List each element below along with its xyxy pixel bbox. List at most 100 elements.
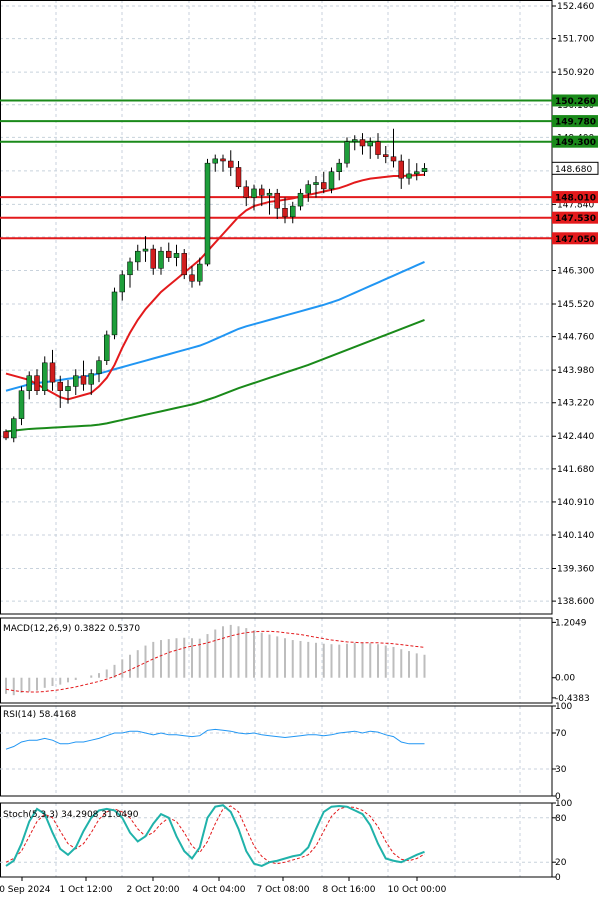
time-axis: 30 Sep 2024 1 Oct 12:00 2 Oct 20:00 4 Oct 0… xyxy=(0,877,447,895)
price-tick-label: 140.910 xyxy=(557,498,594,508)
candle-body xyxy=(26,375,32,391)
macd-label: MACD(12,26,9) 0.3822 0.5370 xyxy=(3,624,140,634)
candle-body xyxy=(421,168,428,172)
candle-body xyxy=(111,291,118,336)
stoch-label: Stoch(5,3,3) 34.2908 31.0490 xyxy=(3,810,139,820)
candle-body xyxy=(274,192,280,209)
candle-body xyxy=(11,418,17,439)
price-tick-label: 151.700 xyxy=(557,35,594,45)
candlesticks xyxy=(3,128,428,443)
time-tick-label: 1 Oct 12:00 xyxy=(60,885,113,895)
candle-body xyxy=(158,250,164,269)
candle-body xyxy=(313,182,319,185)
support-label-bg xyxy=(552,191,598,204)
price-tick-label: 150.920 xyxy=(557,68,594,78)
candle-body xyxy=(321,182,327,190)
candle-body xyxy=(88,373,94,385)
candle-body xyxy=(328,171,335,190)
macd-signal-line xyxy=(5,630,425,693)
resistance-label-bg xyxy=(552,135,598,148)
rsi-tick-label: 30 xyxy=(555,765,567,775)
rsi-line xyxy=(5,728,425,750)
candle-body xyxy=(42,362,48,391)
time-tick-label: 8 Oct 16:00 xyxy=(323,885,376,895)
price-tick-label: 146.300 xyxy=(557,267,594,277)
rsi-border xyxy=(0,705,553,797)
macd-panel: 1.2049 0.00 -0.4383 xyxy=(0,617,590,704)
candle-body xyxy=(212,158,218,164)
candle-body xyxy=(57,381,63,391)
price-tick-label: 143.980 xyxy=(557,366,594,376)
stoch-tick-label: 20 xyxy=(555,858,567,868)
rsi-tick-label: 100 xyxy=(555,702,572,712)
price-tick-label: 152.460 xyxy=(557,2,594,12)
resistance-label-bg xyxy=(552,94,598,107)
macd-tick-label: 0.00 xyxy=(555,674,575,684)
candle-body xyxy=(135,250,141,263)
candle-body xyxy=(344,141,350,164)
stoch-signal-line xyxy=(5,805,425,865)
price-tick-label: 138.600 xyxy=(557,597,594,607)
stoch-tick-label: 0 xyxy=(555,873,561,883)
price-tick-label: 145.520 xyxy=(557,300,594,310)
current-price-label: 148.680 xyxy=(555,165,592,175)
candle-body xyxy=(150,248,156,269)
support-label: 148.010 xyxy=(555,194,596,204)
price-tick-label: 140.140 xyxy=(557,531,594,541)
candle-body xyxy=(390,156,397,162)
candle-body xyxy=(367,141,373,147)
candle-body xyxy=(305,184,311,194)
candle-body xyxy=(398,160,404,179)
candle-body xyxy=(290,205,296,218)
candle-body xyxy=(65,386,71,391)
candle-body xyxy=(251,188,257,198)
candle-body xyxy=(18,390,25,419)
stoch-tick-label: 80 xyxy=(555,814,567,824)
candle-body xyxy=(414,171,420,175)
level-labels: 150.260 149.780 149.300 148.010 147.530 147.0… xyxy=(551,94,599,245)
time-tick-label: 4 Oct 04:00 xyxy=(193,885,246,895)
candle-body xyxy=(235,167,242,188)
price-tick-label: 139.360 xyxy=(557,564,594,574)
support-label: 147.530 xyxy=(555,214,596,224)
price-tick-label: 141.680 xyxy=(557,465,594,475)
candle-body xyxy=(181,253,187,276)
candle-body xyxy=(142,248,149,252)
resistance-label-bg xyxy=(552,115,598,128)
candle-body xyxy=(266,192,273,196)
price-tick-label: 147.840 xyxy=(557,200,594,210)
stoch-main-line xyxy=(5,804,425,867)
ma-fast-line xyxy=(5,173,425,401)
rsi-tick-label: 0 xyxy=(555,792,561,802)
candle-body xyxy=(173,253,180,258)
rsi-tick-label: 70 xyxy=(555,729,567,739)
macd-border xyxy=(0,617,553,704)
candle-body xyxy=(166,250,172,258)
candle-body xyxy=(375,141,381,155)
candle-body xyxy=(80,375,87,385)
current-price-label-bg xyxy=(551,161,599,175)
candle-body xyxy=(104,334,110,361)
stoch-tick-label: 100 xyxy=(555,799,572,809)
support-label: 147.050 xyxy=(555,235,596,245)
stoch-panel: 100 80 20 0 xyxy=(0,799,572,883)
candle-body xyxy=(383,154,389,157)
resistance-label: 150.260 xyxy=(555,97,596,107)
candle-body xyxy=(220,158,226,162)
resistance-label: 149.780 xyxy=(555,118,596,128)
ma-slow-line xyxy=(5,318,425,433)
macd-tick-label: 1.2049 xyxy=(555,618,587,628)
time-tick-label: 2 Oct 20:00 xyxy=(127,885,180,895)
support-label-bg xyxy=(552,232,598,245)
candle-body xyxy=(359,139,366,147)
candle-body xyxy=(34,375,40,391)
candle-body xyxy=(282,207,288,218)
candle-body xyxy=(127,261,133,276)
candle-body xyxy=(228,160,234,168)
resistance-label: 149.300 xyxy=(555,138,596,148)
price-tick-label: 142.440 xyxy=(557,432,594,442)
candle-body xyxy=(73,375,79,387)
candle-body xyxy=(119,274,125,293)
